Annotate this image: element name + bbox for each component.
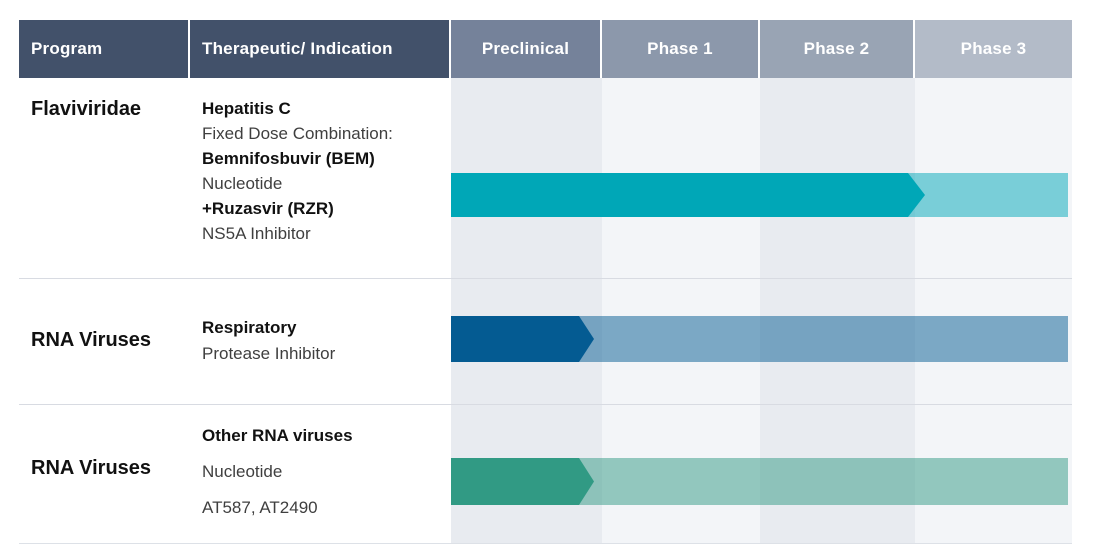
program-name: Flaviviridae <box>31 98 142 120</box>
header-cell-phase-2: Phase 2 <box>760 20 913 78</box>
indication-line: Respiratory <box>202 318 297 337</box>
indication-line: Nucleotide <box>202 462 283 481</box>
pipeline-bar-faded <box>908 173 1068 217</box>
indication-line: Hepatitis C <box>202 99 291 118</box>
indication-line: Bemnifosbuvir (BEM) <box>202 149 375 168</box>
pipeline-bar-faded <box>578 316 1068 362</box>
header-cell-program: Program <box>19 20 188 78</box>
indication-line: Other RNA viruses <box>202 426 353 445</box>
row-separator <box>19 278 1072 279</box>
indication-block: Other RNA viruses Nucleotide AT587, AT24… <box>202 418 353 526</box>
indication-line: +Ruzasvir (RZR) <box>202 199 334 218</box>
table-bottom-border <box>19 543 1072 544</box>
indication-line: Nucleotide <box>202 174 283 193</box>
pipeline-bar-arrow <box>451 316 594 362</box>
header-cell-preclinical: Preclinical <box>451 20 600 78</box>
program-name: RNA Viruses <box>31 457 152 479</box>
header-cell-phase-3: Phase 3 <box>915 20 1072 78</box>
indication-line: Protease Inhibitor <box>202 344 336 363</box>
indication-block: Respiratory Protease Inhibitor <box>202 315 335 367</box>
pipeline-bar-arrow <box>451 458 594 505</box>
row-separator <box>19 404 1072 405</box>
indication-line: Fixed Dose Combination: <box>202 124 393 143</box>
header-cell-therapeutic-indication: Therapeutic/ Indication <box>190 20 449 78</box>
header-cell-phase-1: Phase 1 <box>602 20 758 78</box>
indication-line: NS5A Inhibitor <box>202 224 311 243</box>
program-name: RNA Viruses <box>31 329 152 351</box>
indication-line: AT587, AT2490 <box>202 498 318 517</box>
indication-block: Hepatitis C Fixed Dose Combination: Bemn… <box>202 96 393 246</box>
pipeline-bar-arrow <box>451 173 925 217</box>
pipeline-bar-faded <box>578 458 1068 505</box>
